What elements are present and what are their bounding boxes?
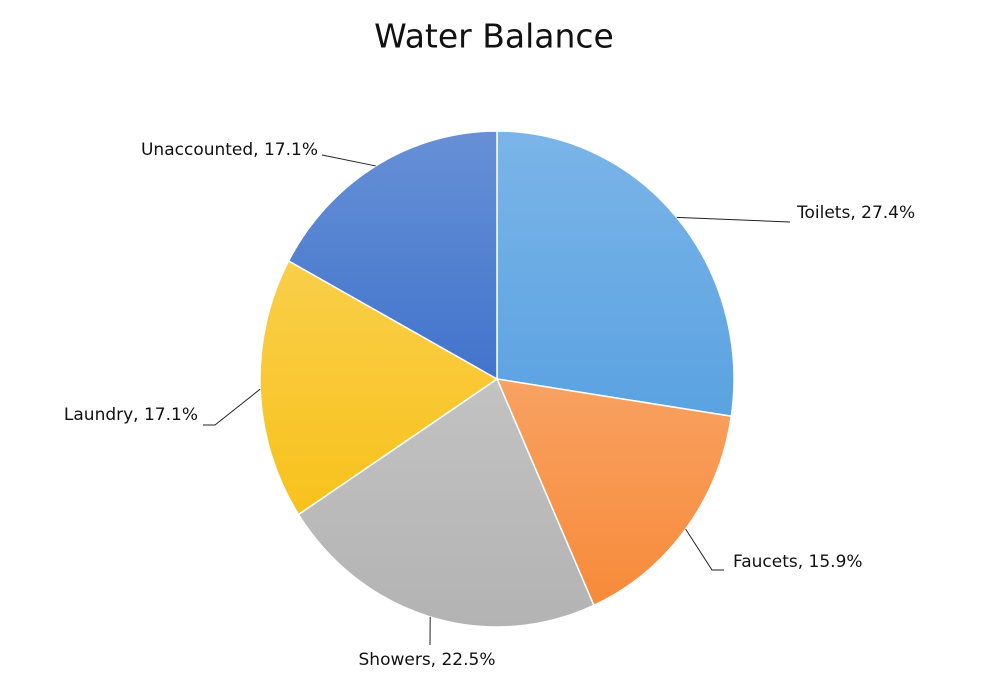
data-label: Faucets, 15.9% xyxy=(733,552,863,572)
leader-line xyxy=(321,154,376,167)
leader-line xyxy=(676,216,791,223)
leader-line xyxy=(203,388,261,426)
pie-slice xyxy=(287,130,498,381)
pie-slice xyxy=(496,130,735,418)
leader-line xyxy=(685,528,724,571)
pie-slice xyxy=(259,259,499,516)
pie-slice xyxy=(495,378,733,607)
pie-slice xyxy=(297,377,595,628)
data-label: Showers, 22.5% xyxy=(359,650,496,670)
data-label: Laundry, 17.1% xyxy=(64,405,198,425)
chart-title: Water Balance xyxy=(374,17,614,56)
data-label: Unaccounted, 17.1% xyxy=(141,140,318,160)
data-label: Toilets, 27.4% xyxy=(796,203,915,223)
